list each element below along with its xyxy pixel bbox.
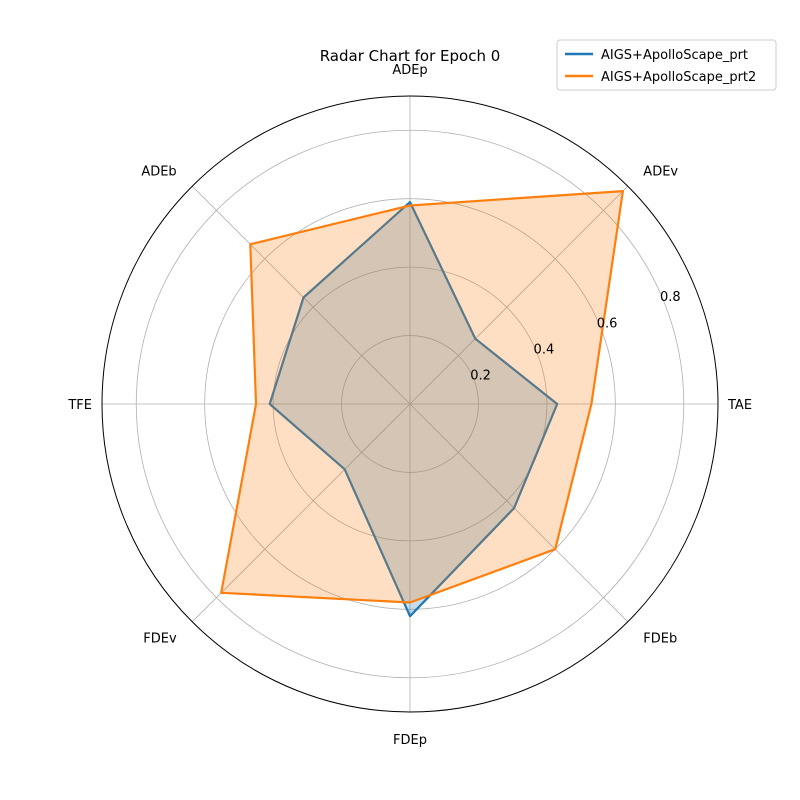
category-label-adeb: ADEb <box>141 165 176 180</box>
category-label-tae: TAE <box>727 398 752 413</box>
category-labels: TAE ADEv ADEp ADEb TFE FDEv FDEp FDEb <box>67 63 752 748</box>
chart-title: Radar Chart for Epoch 0 <box>320 47 501 65</box>
category-label-fdep: FDEp <box>393 733 427 748</box>
series-2-fill <box>221 191 623 603</box>
legend: AIGS+ApolloScape_prt AIGS+ApolloScape_pr… <box>556 39 777 91</box>
outer-frame <box>101 95 719 713</box>
category-label-tfe: TFE <box>67 398 92 413</box>
legend-label-series-1: AIGS+ApolloScape_prt <box>601 48 748 63</box>
series-1-fill <box>269 202 558 617</box>
spoke-adeb <box>191 185 411 405</box>
radial-tick-1: 0.2 <box>470 369 491 384</box>
radial-tick-2: 0.4 <box>534 343 555 358</box>
radial-tick-4: 0.8 <box>660 290 681 305</box>
radial-tick-labels: 0.2 0.4 0.6 0.8 <box>470 290 680 384</box>
category-label-adev: ADEv <box>643 165 678 180</box>
spoke-fdeb <box>409 403 629 623</box>
category-label-fdeb: FDEb <box>643 631 677 646</box>
legend-frame <box>556 39 777 91</box>
legend-label-series-2: AIGS+ApolloScape_prt2 <box>601 70 756 85</box>
category-label-fdev: FDEv <box>143 631 177 646</box>
polar-grid <box>101 95 719 713</box>
spoke-fdev <box>191 403 411 623</box>
spoke-adev <box>409 185 629 405</box>
radial-tick-3: 0.6 <box>597 316 618 331</box>
category-label-adep: ADEp <box>392 63 427 78</box>
series-layer <box>220 190 625 618</box>
